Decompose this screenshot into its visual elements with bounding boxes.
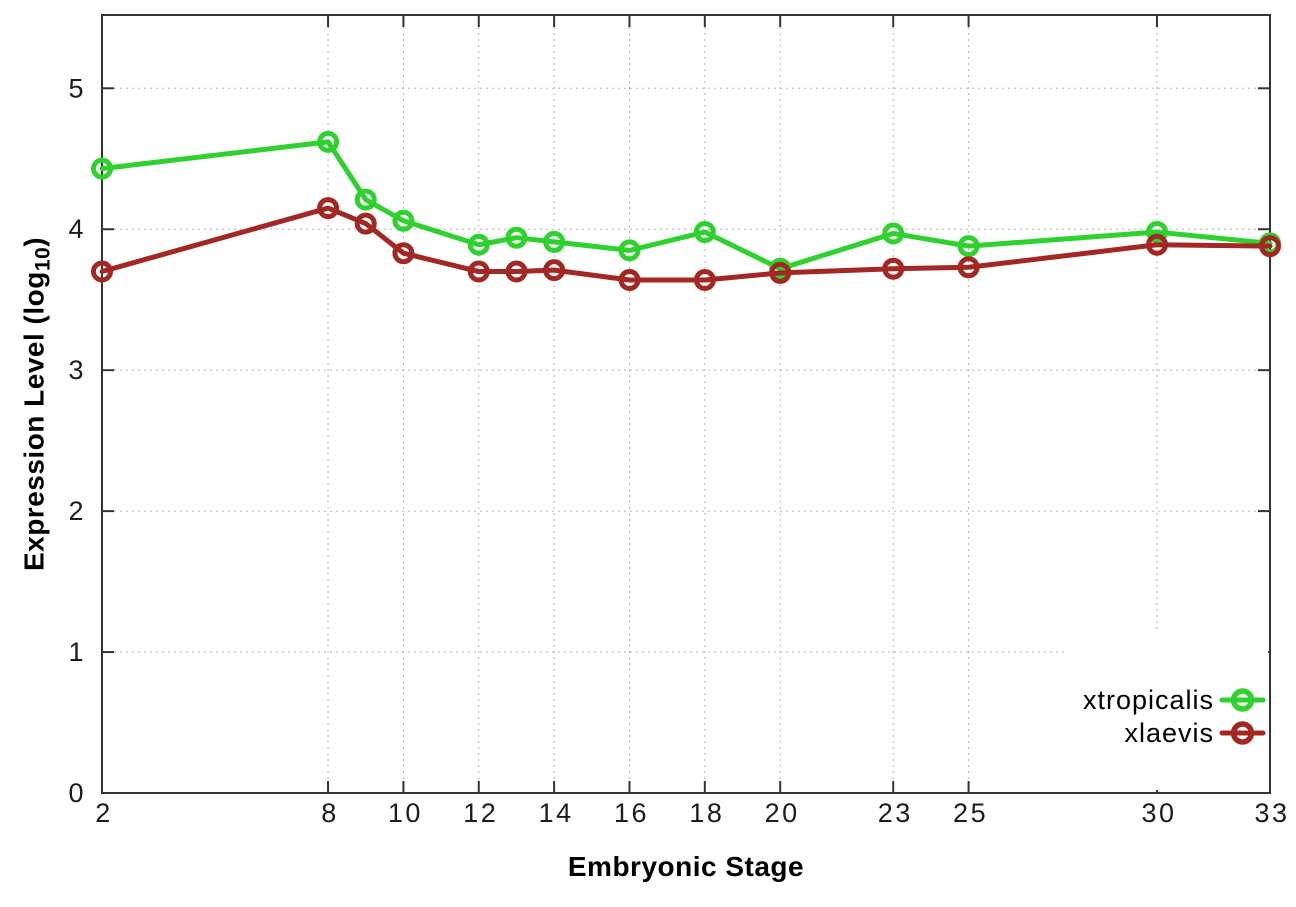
- y-axis-label: Expression Level (log10): [19, 237, 56, 571]
- data-point-marker-xlaevis: [882, 257, 905, 280]
- legend-entry-xlaevis: [1219, 721, 1266, 745]
- legend-label-xtropicalis: xtropicalis: [1083, 685, 1214, 715]
- legend-entry-xtropicalis: [1219, 688, 1266, 712]
- x-tick-label: 14: [539, 798, 574, 828]
- x-axis-label: Embryonic Stage: [567, 851, 805, 882]
- data-point-marker-xtropicalis: [543, 230, 566, 253]
- data-point-marker-xtropicalis: [354, 188, 377, 211]
- x-tick-label: 33: [1254, 798, 1289, 828]
- series-line-xlaevis: [99, 205, 1273, 283]
- data-point-marker-xtropicalis: [392, 209, 415, 232]
- data-point-marker-xlaevis: [392, 242, 415, 265]
- legend-background: [1068, 632, 1268, 790]
- data-point-marker-xlaevis: [317, 197, 340, 220]
- x-tick-label: 12: [463, 798, 498, 828]
- x-tick-label: 30: [1141, 798, 1176, 828]
- y-axis-label-suffix: ): [18, 236, 50, 247]
- y-tick-label: 2: [68, 496, 86, 526]
- data-point-marker-xlaevis: [543, 259, 566, 282]
- data-point-marker-xlaevis: [957, 256, 980, 279]
- data-point-marker-xtropicalis: [317, 130, 340, 153]
- data-point-marker-xtropicalis: [618, 239, 641, 262]
- y-tick-label: 3: [68, 355, 86, 385]
- plot-border: [101, 14, 1271, 794]
- data-point-marker-xtropicalis: [882, 222, 905, 245]
- x-tick-label: 16: [614, 798, 649, 828]
- data-point-marker-xlaevis: [769, 261, 792, 284]
- data-point-marker-xlaevis: [467, 260, 490, 283]
- y-tick-label: 5: [68, 73, 86, 103]
- x-tick-label: 23: [878, 798, 913, 828]
- data-point-marker-xlaevis: [1145, 233, 1168, 256]
- data-point-marker-xlaevis: [693, 268, 716, 291]
- data-point-marker-xtropicalis: [1145, 221, 1168, 244]
- data-point-marker-xlaevis: [354, 212, 377, 235]
- y-axis-label-text: Expression Level (log: [18, 271, 50, 572]
- y-tick-label: 0: [68, 778, 86, 808]
- x-tick-label: 25: [953, 798, 988, 828]
- legend-marker-icon-xtropicalis: [1230, 688, 1255, 712]
- data-point-marker-xtropicalis: [505, 226, 528, 249]
- data-point-marker-xlaevis: [618, 268, 641, 291]
- legend-label-xlaevis: xlaevis: [1124, 718, 1214, 748]
- data-point-marker-xtropicalis: [957, 235, 980, 258]
- x-tick-label: 8: [321, 798, 339, 828]
- data-point-marker-xlaevis: [91, 260, 113, 283]
- x-tick-label: 10: [388, 798, 423, 828]
- x-tick-label: 20: [765, 798, 800, 828]
- y-tick-label: 4: [68, 214, 86, 244]
- data-point-marker-xtropicalis: [467, 233, 490, 256]
- x-tick-label: 18: [689, 798, 724, 828]
- legend-marker-icon-xlaevis: [1230, 721, 1255, 745]
- x-tick-label: 2: [95, 798, 113, 828]
- data-point-marker-xlaevis: [1259, 235, 1281, 258]
- data-point-marker-xlaevis: [505, 260, 528, 283]
- y-axis-label-subscript: 10: [31, 246, 55, 272]
- y-tick-label: 1: [68, 637, 86, 667]
- data-point-marker-xtropicalis: [91, 157, 113, 180]
- data-point-marker-xtropicalis: [693, 221, 716, 244]
